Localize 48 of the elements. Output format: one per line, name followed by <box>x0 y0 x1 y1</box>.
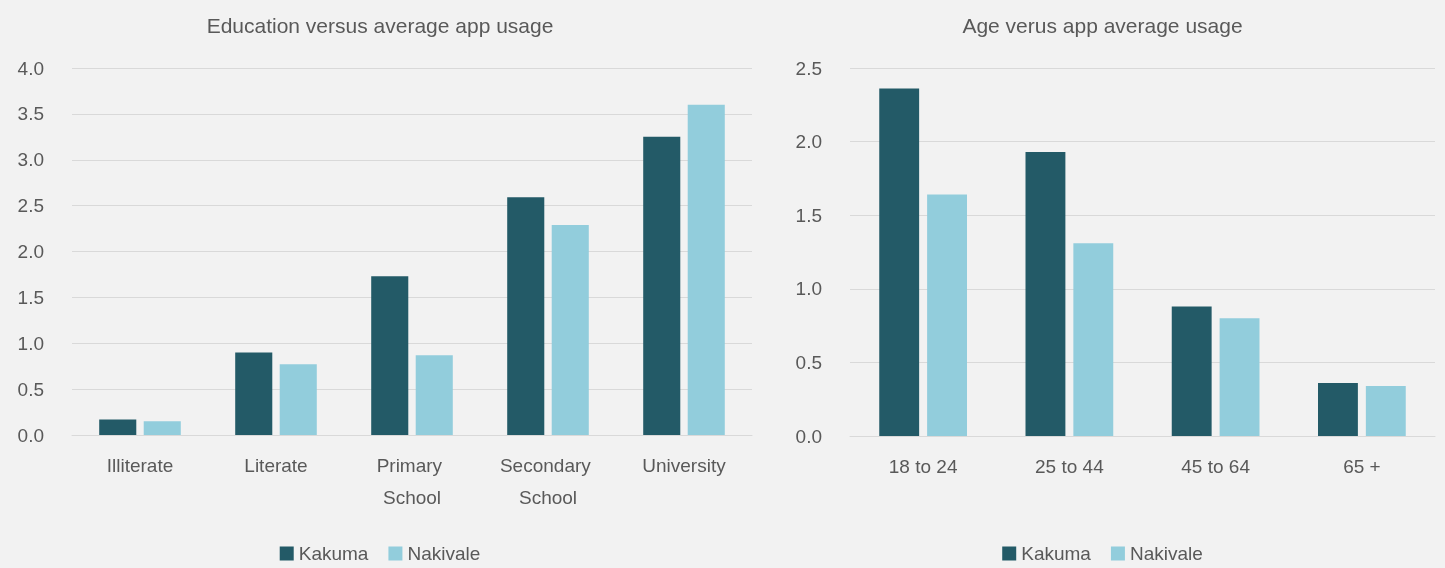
bar <box>687 104 725 435</box>
x-tick-label: 25 to 44 <box>1035 455 1105 477</box>
x-tick-label: 45 to 64 <box>1181 455 1251 477</box>
bar <box>551 224 589 435</box>
y-tick-label: 0.5 <box>17 378 44 400</box>
x-tick-label: 65 + <box>1343 455 1381 477</box>
y-tick-label: 2.0 <box>795 131 822 153</box>
legend-label: Kakuma <box>1021 543 1092 564</box>
x-tick-label: University <box>642 454 727 476</box>
chart-title: Education versus average app usage <box>206 14 554 37</box>
bar <box>1073 243 1114 436</box>
x-tick-label: Primary School <box>376 454 448 508</box>
bar <box>235 352 273 435</box>
bar <box>1025 151 1066 436</box>
y-tick-label: 2.5 <box>17 195 44 217</box>
x-tick-label: Literate <box>244 454 308 476</box>
y-tick-label: 3.0 <box>17 149 44 171</box>
y-tick-label: 1.5 <box>795 204 822 226</box>
bar <box>1171 306 1212 436</box>
y-tick-label: 3.5 <box>17 103 44 125</box>
x-tick-label: 18 to 24 <box>888 455 958 477</box>
bar <box>1318 383 1358 436</box>
bar <box>1219 318 1260 436</box>
legend-label: Kakuma <box>298 543 369 564</box>
bar <box>279 364 317 435</box>
y-tick-label: 4.0 <box>17 57 44 79</box>
legend-label: Nakivale <box>1129 543 1203 564</box>
bar <box>643 136 681 435</box>
y-tick-label: 0.5 <box>795 351 822 373</box>
y-tick-label: 0.0 <box>17 424 44 446</box>
bar <box>927 194 967 436</box>
bar <box>371 276 409 435</box>
bar <box>415 355 453 435</box>
x-tick-label: Secondary School <box>499 454 597 508</box>
bar <box>99 419 137 435</box>
bar <box>1365 385 1406 436</box>
legend-label: Nakivale <box>407 543 481 564</box>
x-tick-label: Illiterate <box>106 454 174 476</box>
y-tick-label: 2.5 <box>795 57 822 79</box>
chart-title: Age verus app average usage <box>962 14 1243 37</box>
y-tick-label: 1.0 <box>17 332 44 354</box>
bar <box>143 421 181 435</box>
y-tick-label: 1.0 <box>795 278 822 300</box>
y-tick-label: 0.0 <box>795 425 822 447</box>
y-tick-label: 1.5 <box>17 286 44 308</box>
bar <box>879 88 920 436</box>
bar <box>507 197 545 435</box>
y-tick-label: 2.0 <box>17 241 44 262</box>
